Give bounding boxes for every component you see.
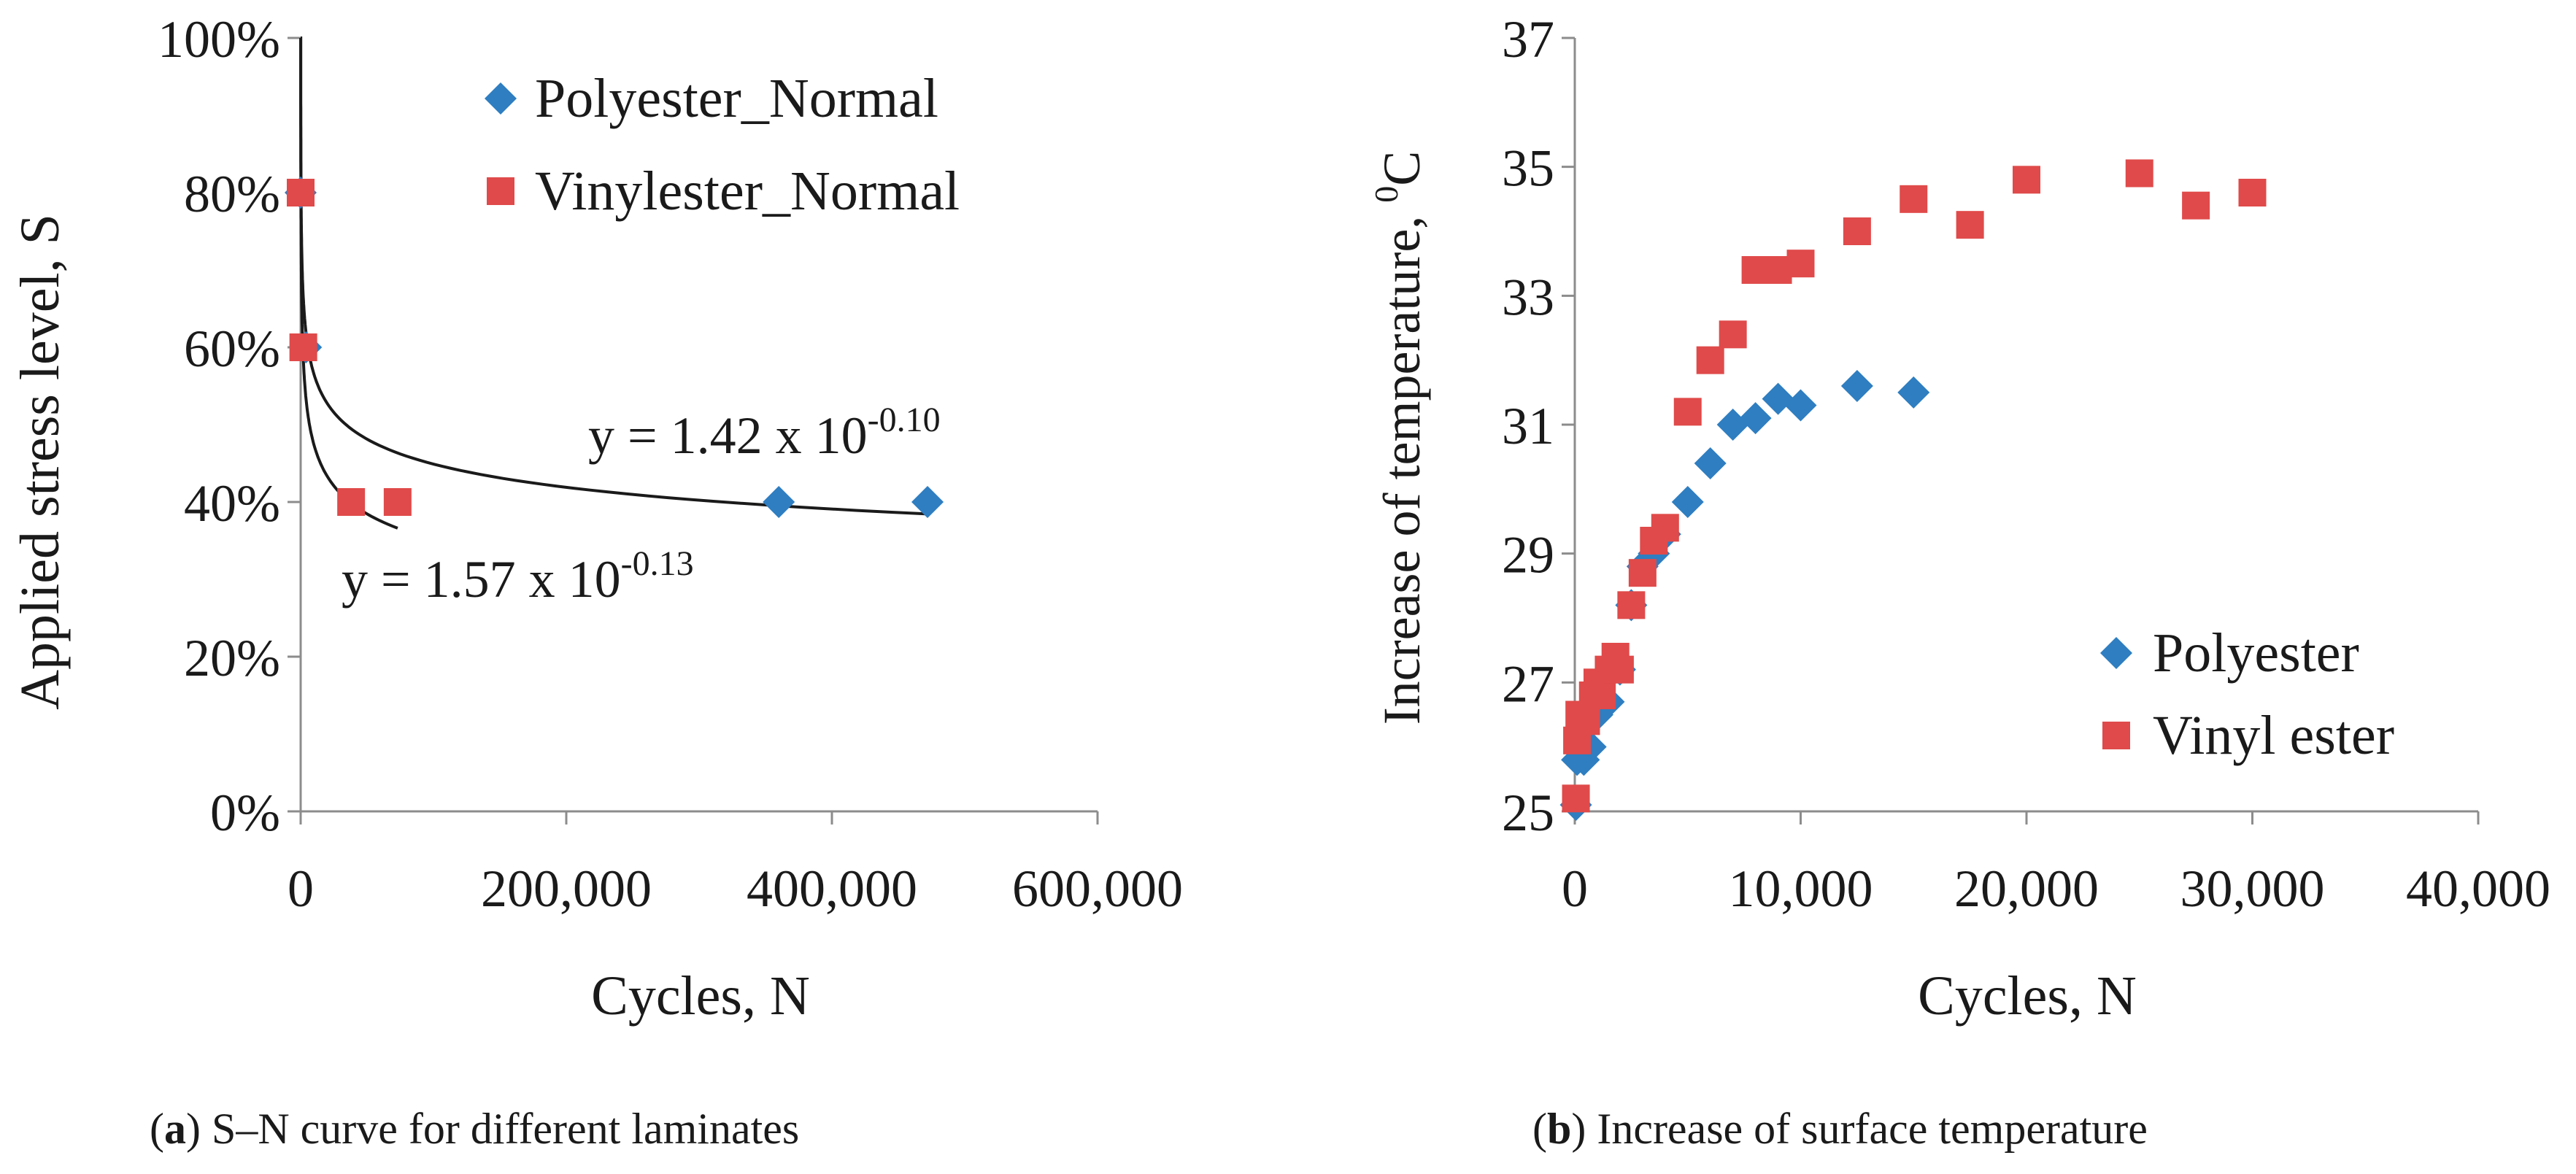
point-vinyl-ester: [1900, 185, 1928, 213]
point-vinyl-ester: [1605, 655, 1634, 684]
legend-marker-polyester-normal: [485, 82, 517, 115]
caption-b: (b) Increase of surface temperature: [1532, 1105, 2148, 1153]
point-polyester: [1840, 370, 1873, 402]
trendline-equation-1-exponent: -0.10: [868, 401, 941, 439]
point-vinyl-ester: [1786, 250, 1815, 278]
chart-a-legend: Polyester_Normal Vinylester_Normal: [485, 68, 960, 222]
caption-a-open: (: [150, 1105, 164, 1153]
x-tick-label: 10,000: [1729, 860, 1873, 918]
point-polyester: [1739, 402, 1772, 435]
point-vinyl-ester: [1651, 514, 1679, 542]
legend-marker-polyester: [2100, 637, 2132, 669]
caption-b-letter: b: [1547, 1105, 1571, 1153]
x-tick-label: 0: [288, 860, 314, 918]
point-vinylester-normal: [383, 488, 412, 516]
point-vinyl-ester: [1956, 211, 1984, 239]
y-tick-label: 31: [1502, 397, 1554, 455]
chart-b-ylabel-sup: 0: [1368, 186, 1405, 203]
point-polyester: [1716, 409, 1749, 441]
point-polyester: [1694, 447, 1727, 479]
legend-label-vinylester-normal: Vinylester_Normal: [535, 161, 960, 222]
point-vinyl-ester: [2013, 166, 2040, 194]
chart-b-xlabel: Cycles, N: [1918, 965, 2137, 1027]
chart-b-ylabel-main: Increase of temperature,: [1373, 203, 1431, 725]
x-tick-label: 600,000: [1012, 860, 1183, 918]
y-tick-label: 33: [1502, 268, 1554, 326]
chart-a-points: [285, 177, 944, 518]
y-tick-label: 25: [1502, 784, 1554, 842]
y-tick-label: 37: [1502, 10, 1554, 69]
point-vinyl-ester: [2238, 179, 2267, 206]
point-vinyl-ester: [2125, 159, 2153, 188]
chart-b-ticks: 25 27 29 31 33 35 37 0 10,000 20,000 30,000 40,000: [1502, 10, 2550, 918]
y-tick-label: 100%: [158, 10, 280, 69]
trendline-equation-1-base: y = 1.42 x 10: [588, 406, 868, 465]
point-polyester-normal: [911, 486, 944, 518]
trendline-equation-1: y = 1.42 x 10-0.10: [588, 401, 941, 465]
x-tick-label: 400,000: [747, 860, 917, 918]
point-vinyl-ester: [1572, 707, 1600, 735]
legend-label-polyester-normal: Polyester_Normal: [535, 68, 938, 129]
chart-a: 0% 20% 40% 60% 80% 100% 0 200,000 400,000 600,000…: [9, 10, 1183, 1153]
point-vinyl-ester: [1588, 681, 1616, 709]
legend-marker-vinyl-ester: [2102, 722, 2130, 749]
caption-a-letter: a: [164, 1105, 186, 1153]
chart-a-ticks: 0% 20% 40% 60% 80% 100% 0 200,000 400,000 600,000: [158, 10, 1183, 918]
y-tick-label: 60%: [184, 320, 280, 378]
y-tick-label: 27: [1502, 654, 1554, 713]
x-tick-label: 0: [1562, 860, 1588, 918]
point-polyester: [1897, 376, 1930, 409]
chart-b-axes: [1573, 38, 2478, 813]
trendline-equation-2-base: y = 1.57 x 10: [342, 550, 621, 609]
point-vinyl-ester: [1696, 346, 1724, 374]
legend-label-polyester: Polyester: [2153, 622, 2359, 684]
x-tick-label: 20,000: [1954, 860, 2099, 918]
point-polyester: [1784, 389, 1817, 422]
chart-b-points: [1559, 159, 2267, 822]
point-vinyl-ester: [2182, 191, 2210, 220]
x-tick-label: 40,000: [2406, 860, 2550, 918]
point-vinyl-ester: [1617, 591, 1646, 619]
legend-marker-vinylester-normal: [487, 177, 514, 205]
caption-a-text: S–N curve for different laminates: [201, 1105, 799, 1153]
x-tick-label: 200,000: [481, 860, 652, 918]
caption-b-text: Increase of surface temperature: [1586, 1105, 2148, 1153]
chart-a-xlabel: Cycles, N: [591, 965, 810, 1027]
point-polyester-normal: [763, 486, 795, 518]
y-tick-label: 80%: [184, 165, 280, 223]
point-vinylester-normal: [287, 179, 315, 206]
y-tick-label: 20%: [184, 629, 280, 687]
trendline-equation-2-exponent: -0.13: [621, 544, 694, 583]
point-polyester: [1762, 382, 1794, 415]
chart-b-ylabel-unit: C: [1373, 151, 1431, 186]
trendline-2: [299, 36, 398, 530]
point-vinylester-normal: [289, 333, 317, 361]
caption-b-close: ): [1571, 1105, 1586, 1153]
point-vinylester-normal: [337, 488, 366, 516]
point-vinyl-ester: [1673, 398, 1702, 426]
y-tick-label: 35: [1502, 139, 1554, 198]
y-tick-label: 40%: [184, 474, 280, 533]
point-vinyl-ester: [1628, 559, 1657, 587]
y-tick-label: 29: [1502, 526, 1554, 584]
caption-a: (a) S–N curve for different laminates: [150, 1105, 799, 1153]
point-polyester: [1671, 486, 1704, 518]
x-tick-label: 30,000: [2180, 860, 2325, 918]
point-vinyl-ester: [1843, 217, 1871, 245]
chart-a-ylabel: Applied stress level, S: [9, 214, 71, 710]
point-vinyl-ester: [1719, 320, 1747, 349]
chart-b-legend: Polyester Vinyl ester: [2100, 622, 2394, 766]
point-vinyl-ester: [1562, 784, 1590, 813]
legend-label-vinyl-ester: Vinyl ester: [2153, 705, 2394, 766]
trendline-equation-2: y = 1.57 x 10-0.13: [342, 544, 694, 609]
caption-a-close: ): [186, 1105, 201, 1153]
y-tick-label: 0%: [210, 784, 280, 842]
caption-b-open: (: [1532, 1105, 1547, 1153]
chart-b-ylabel: Increase of temperature, 0C: [1368, 151, 1431, 725]
